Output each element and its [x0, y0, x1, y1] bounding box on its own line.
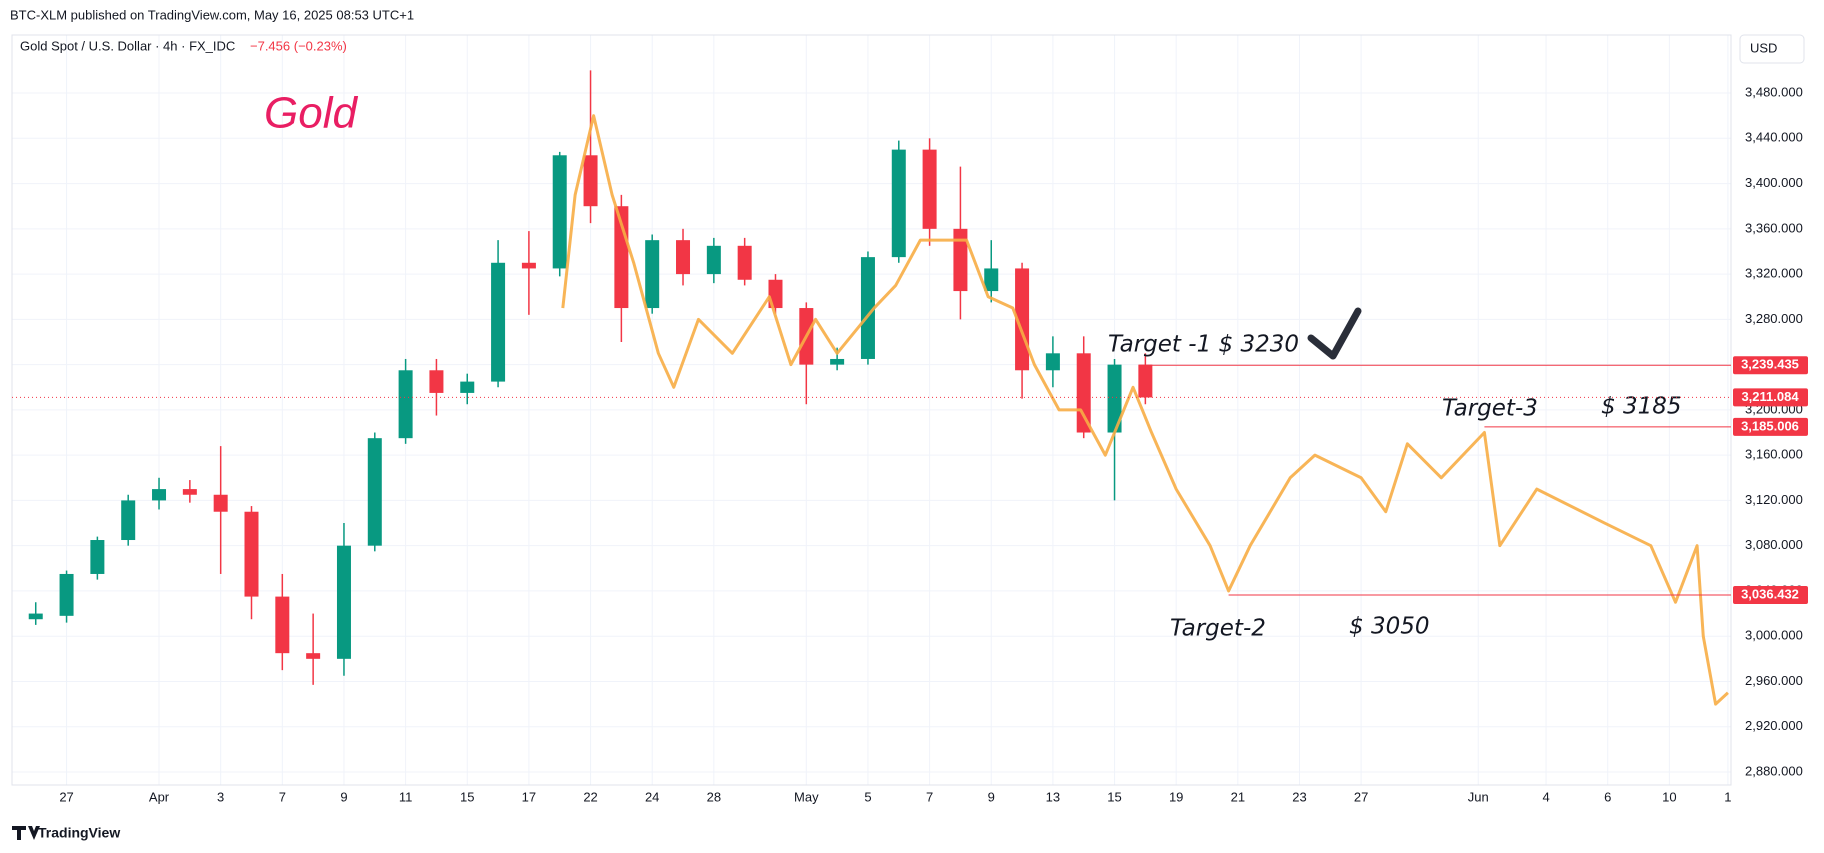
y-tick-label: 3,360.000 [1745, 220, 1803, 235]
marks [28, 70, 1729, 706]
candle-body [830, 358, 845, 365]
y-tick-label: 2,920.000 [1745, 718, 1803, 733]
change: −7.456 (−0.23%) [250, 38, 347, 53]
brand-logo [12, 826, 40, 840]
candle-body [1107, 364, 1122, 433]
x-tick-label: May [794, 789, 819, 804]
candle-body [59, 573, 74, 616]
projection-line [561, 114, 1729, 706]
candle-body [460, 381, 475, 393]
x-tick-label: 24 [645, 789, 659, 804]
annotation: $ 3185 [1601, 394, 1681, 420]
y-tick-label: 3,480.000 [1745, 84, 1803, 99]
candle-body [28, 613, 43, 620]
price-label: 3,185.006 [1741, 418, 1799, 433]
publisher: BTC-XLM published on TradingView.com, Ma… [10, 7, 414, 22]
price-label-box [1733, 585, 1808, 604]
candle-body [645, 240, 660, 309]
y-tick-label: 3,400.000 [1745, 175, 1803, 190]
x-tick-label: 22 [583, 789, 597, 804]
x-tick-label: 1 [1724, 789, 1731, 804]
x-tick-label: 10 [1662, 789, 1676, 804]
candle-body [367, 438, 382, 546]
x-tick-label: 5 [864, 789, 871, 804]
x-tick-label: 15 [460, 789, 474, 804]
y-tick-label: 3,120.000 [1745, 492, 1803, 507]
x-tick-label: 7 [926, 789, 933, 804]
candle-body [213, 494, 228, 512]
price-label: 3,211.084 [1741, 389, 1799, 404]
x-tick-label: 15 [1107, 789, 1121, 804]
x-tick-label: 19 [1169, 789, 1183, 804]
x-tick-label: 23 [1292, 789, 1306, 804]
grid [12, 35, 1731, 785]
price-label-box [1733, 417, 1808, 436]
candle-body [891, 149, 906, 258]
candle-body [1076, 353, 1091, 433]
symbol-title: Gold Spot / U.S. Dollar · 4h · FX_IDC [20, 38, 235, 53]
candle-body [1138, 364, 1153, 398]
y-tick-label: 3,080.000 [1745, 537, 1803, 552]
candle-body [429, 370, 444, 393]
y-tick-label: 3,280.000 [1745, 311, 1803, 326]
x-tick-label: 21 [1231, 789, 1245, 804]
candle-body [398, 370, 413, 439]
x-tick-label: 7 [279, 789, 286, 804]
x-tick-label: Apr [149, 789, 170, 804]
candle-body [336, 545, 351, 659]
candle-body [182, 489, 197, 495]
x-tick-label: 9 [340, 789, 347, 804]
x-tick-label: 11 [399, 789, 413, 804]
candle-body [121, 500, 136, 541]
candle-body [491, 262, 506, 382]
x-tick-label: 17 [522, 789, 536, 804]
candle-body [953, 228, 968, 292]
price-label: 3,239.435 [1741, 357, 1799, 372]
checkmark [1307, 307, 1362, 360]
candle-body [860, 257, 875, 359]
candle-body [152, 489, 167, 501]
candle-body [1045, 353, 1060, 371]
candle-body [306, 653, 321, 659]
y-tick-label: 2,880.000 [1745, 763, 1803, 778]
annotation: $ 3050 [1349, 614, 1429, 640]
candle-body [521, 262, 536, 269]
candle-body [90, 540, 105, 574]
candle-body [676, 240, 691, 275]
price-label: 3,036.432 [1741, 586, 1799, 601]
x-tick-label: 27 [59, 789, 73, 804]
candle-body [552, 155, 567, 269]
x-tick-label: 3 [217, 789, 224, 804]
x-tick-label: Jun [1468, 789, 1489, 804]
candle-body [275, 596, 290, 654]
candle-body [737, 245, 752, 280]
annotation: Target-3 [1442, 396, 1538, 422]
candle-body [984, 268, 999, 292]
y-tick-label: 3,160.000 [1745, 447, 1803, 462]
x-tick-label: 9 [988, 789, 995, 804]
currency[interactable]: USD [1750, 40, 1777, 55]
currency-box[interactable] [1739, 34, 1805, 64]
y-tick-label: 2,960.000 [1745, 673, 1803, 688]
x-tick-label: 4 [1542, 789, 1549, 804]
y-tick-label: 3,440.000 [1745, 130, 1803, 145]
x-tick-label: 28 [707, 789, 721, 804]
price-label-box [1733, 388, 1808, 407]
x-tick-label: 6 [1604, 789, 1611, 804]
candle-body [244, 511, 259, 597]
annotation: Target -1 $ 3230 [1108, 332, 1299, 358]
x-tick-label: 27 [1354, 789, 1368, 804]
candle-body [706, 245, 721, 275]
asset-label: Gold [264, 89, 358, 138]
x-tick-label: 13 [1046, 789, 1060, 804]
candle-body [583, 155, 598, 207]
candle-body [922, 149, 937, 229]
y-tick-label: 3,000.000 [1745, 628, 1803, 643]
annotation: Target-2 [1170, 616, 1266, 642]
price-label-box [1733, 356, 1808, 375]
y-tick-label: 3,320.000 [1745, 266, 1803, 281]
brand: TradingView [38, 825, 120, 841]
